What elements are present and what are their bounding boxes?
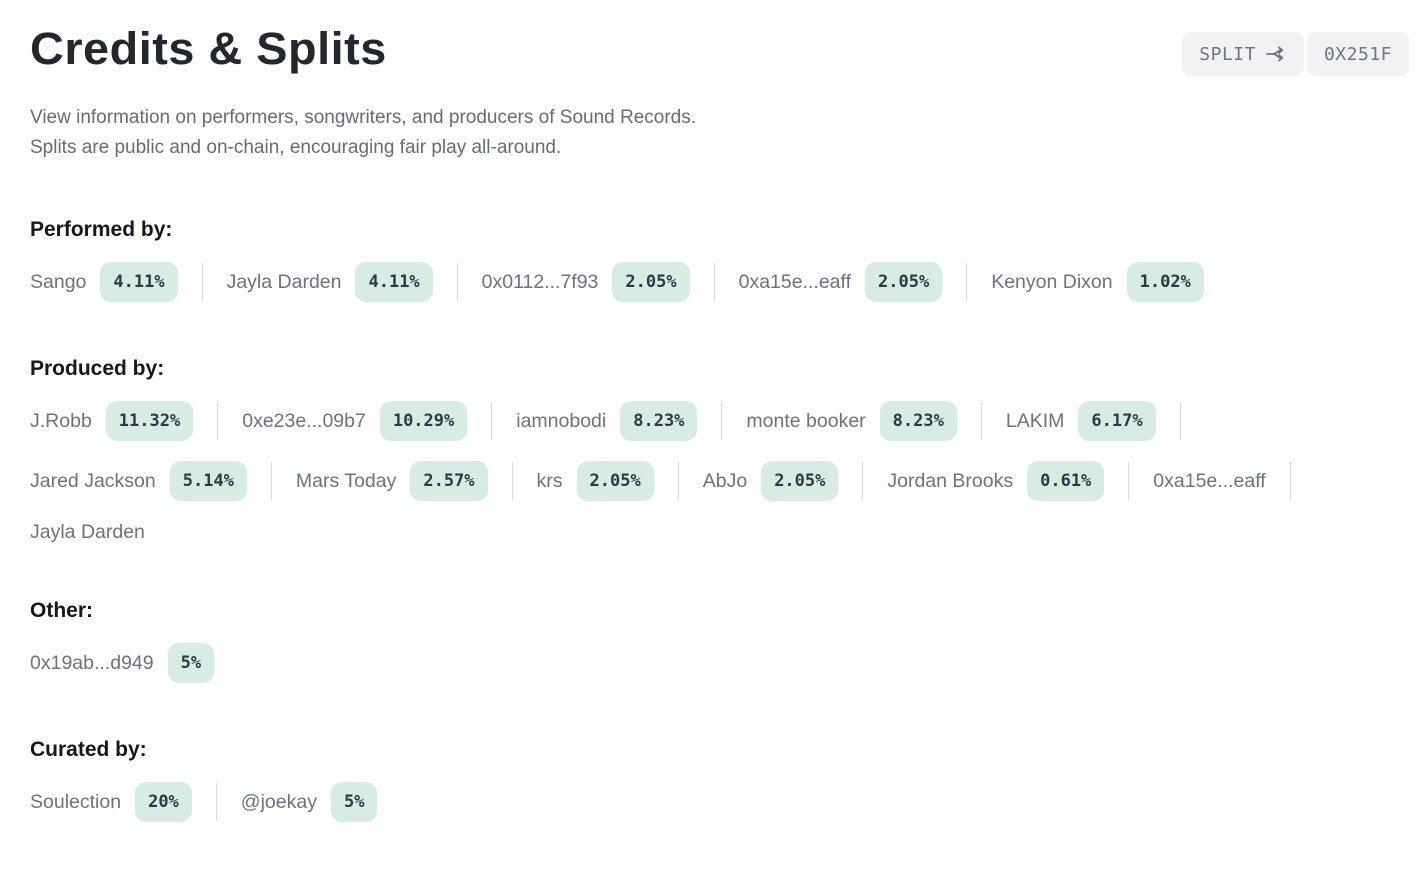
address-button[interactable]: 0X251F — [1306, 32, 1409, 76]
credit-name[interactable]: krs — [536, 469, 563, 492]
credit-entry: monte booker 8.23% — [746, 401, 957, 441]
credit-name[interactable]: Kenyon Dixon — [991, 270, 1113, 293]
percentage-badge: 2.05% — [761, 461, 839, 501]
credit-section: Produced by: J.Robb 11.32% 0xe23e...09b7 10.… — [30, 357, 1409, 544]
credit-section: Curated by: Soulection 20% @joekay 5% — [30, 738, 1409, 822]
percentage-badge: 5% — [167, 643, 215, 683]
entry-separator — [677, 462, 679, 500]
split-arrows-icon — [1265, 43, 1287, 65]
percentage-badge: 2.05% — [865, 262, 943, 302]
credit-entry: J.Robb 11.32% — [30, 401, 194, 441]
page-description-line2: Splits are public and on-chain, encourag… — [30, 137, 562, 158]
percentage-badge: 2.05% — [576, 461, 654, 501]
credit-name[interactable]: Jayla Darden — [226, 270, 342, 293]
entries-row: J.Robb 11.32% 0xe23e...09b7 10.29% iamnobodi… — [30, 401, 1409, 544]
entry-separator — [456, 263, 458, 301]
percentage-badge: 6.17% — [1078, 401, 1156, 441]
credit-name[interactable]: J.Robb — [30, 409, 92, 432]
credit-name[interactable]: 0x19ab...d949 — [30, 651, 154, 674]
credit-entry: 0xe23e...09b7 10.29% — [242, 401, 468, 441]
percentage-badge: 4.11% — [100, 262, 178, 302]
credit-entry: @joekay 5% — [241, 782, 378, 822]
entry-separator — [862, 462, 864, 500]
page-description-line1: View information on performers, songwrit… — [30, 107, 697, 128]
percentage-badge: 2.57% — [410, 461, 488, 501]
percentage-badge: 5% — [330, 782, 378, 822]
percentage-badge: 11.32% — [105, 401, 194, 441]
header-buttons: SPLIT 0X251F — [1182, 32, 1409, 76]
entries-row: Sango 4.11% Jayla Darden 4.11% 0x0112...7f93… — [30, 262, 1409, 302]
percentage-badge: 4.11% — [355, 262, 433, 302]
sections: Performed by: Sango 4.11% Jayla Darden 4.11%… — [30, 218, 1409, 822]
credit-name[interactable]: 0xe23e...09b7 — [242, 409, 366, 432]
credit-section: Performed by: Sango 4.11% Jayla Darden 4.11%… — [30, 218, 1409, 302]
percentage-badge: 8.23% — [620, 401, 698, 441]
entry-separator — [201, 263, 203, 301]
entry-separator — [966, 263, 968, 301]
credit-name[interactable]: Jayla Darden — [30, 521, 145, 543]
entry-separator — [721, 402, 723, 440]
credit-name[interactable]: Sango — [30, 270, 87, 293]
credit-entry: AbJo 2.05% — [703, 461, 839, 501]
section-heading: Other: — [30, 599, 93, 622]
credit-entry: Jayla Darden — [30, 521, 145, 544]
percentage-badge: 10.29% — [379, 401, 468, 441]
split-button[interactable]: SPLIT — [1182, 32, 1304, 76]
credit-entry: 0xa15e...eaff — [1153, 470, 1265, 493]
credit-name[interactable]: Soulection — [30, 790, 122, 813]
credit-entry: 0x19ab...d949 5% — [30, 643, 215, 683]
credit-section: Other: 0x19ab...d949 5% — [30, 599, 1409, 683]
credit-entry: krs 2.05% — [537, 461, 654, 501]
page-description: View information on performers, songwrit… — [30, 103, 1409, 163]
credit-name[interactable]: monte booker — [746, 409, 866, 432]
credit-entry: Kenyon Dixon 1.02% — [991, 262, 1204, 302]
credit-name[interactable]: Mars Today — [295, 469, 397, 492]
percentage-badge: 5.14% — [169, 461, 247, 501]
entry-separator — [491, 402, 493, 440]
percentage-badge: 1.02% — [1126, 262, 1204, 302]
entry-separator — [980, 402, 982, 440]
section-heading: Curated by: — [30, 738, 147, 761]
credit-entry: LAKIM 6.17% — [1006, 401, 1156, 441]
credit-entry: iamnobodi 8.23% — [516, 401, 698, 441]
split-button-label: SPLIT — [1199, 43, 1256, 65]
percentage-badge: 20% — [135, 782, 192, 822]
credit-name[interactable]: Jordan Brooks — [887, 469, 1014, 492]
credit-entry: Jared Jackson 5.14% — [30, 461, 247, 501]
percentage-badge: 0.61% — [1027, 461, 1105, 501]
credit-entry: Jayla Darden 4.11% — [227, 262, 433, 302]
percentage-badge: 8.23% — [879, 401, 957, 441]
entry-separator — [217, 402, 219, 440]
credit-name[interactable]: 0xa15e...eaff — [1153, 469, 1266, 492]
section-heading: Produced by: — [30, 357, 165, 380]
page-title: Credits & Splits — [30, 23, 387, 74]
credit-name[interactable]: @joekay — [240, 790, 317, 813]
credit-entry: Mars Today 2.57% — [296, 461, 488, 501]
address-button-label: 0X251F — [1323, 43, 1392, 65]
percentage-badge: 2.05% — [612, 262, 690, 302]
entry-separator — [713, 263, 715, 301]
credit-name[interactable]: AbJo — [702, 469, 748, 492]
entry-separator — [215, 783, 217, 821]
entries-row: Soulection 20% @joekay 5% — [30, 782, 1409, 822]
credit-name[interactable]: LAKIM — [1005, 409, 1065, 432]
entry-separator — [511, 462, 513, 500]
credit-name[interactable]: iamnobodi — [516, 409, 607, 432]
credit-entry: Jordan Brooks 0.61% — [887, 461, 1105, 501]
entry-separator — [1179, 402, 1181, 440]
credit-name[interactable]: Jared Jackson — [30, 469, 156, 492]
credit-name[interactable]: 0x0112...7f93 — [481, 270, 599, 293]
header-row: Credits & Splits SPLIT 0X251F — [30, 24, 1409, 76]
section-heading: Performed by: — [30, 218, 173, 241]
entry-separator — [1128, 462, 1130, 500]
credit-entry: 0xa15e...eaff 2.05% — [739, 262, 943, 302]
credit-entry: Soulection 20% — [30, 782, 192, 822]
credit-name[interactable]: 0xa15e...eaff — [738, 270, 851, 293]
credit-entry: 0x0112...7f93 2.05% — [482, 262, 690, 302]
credit-entry: Sango 4.11% — [30, 262, 178, 302]
entry-separator — [270, 462, 272, 500]
entries-row: 0x19ab...d949 5% — [30, 643, 1409, 683]
entry-separator — [1289, 462, 1291, 500]
